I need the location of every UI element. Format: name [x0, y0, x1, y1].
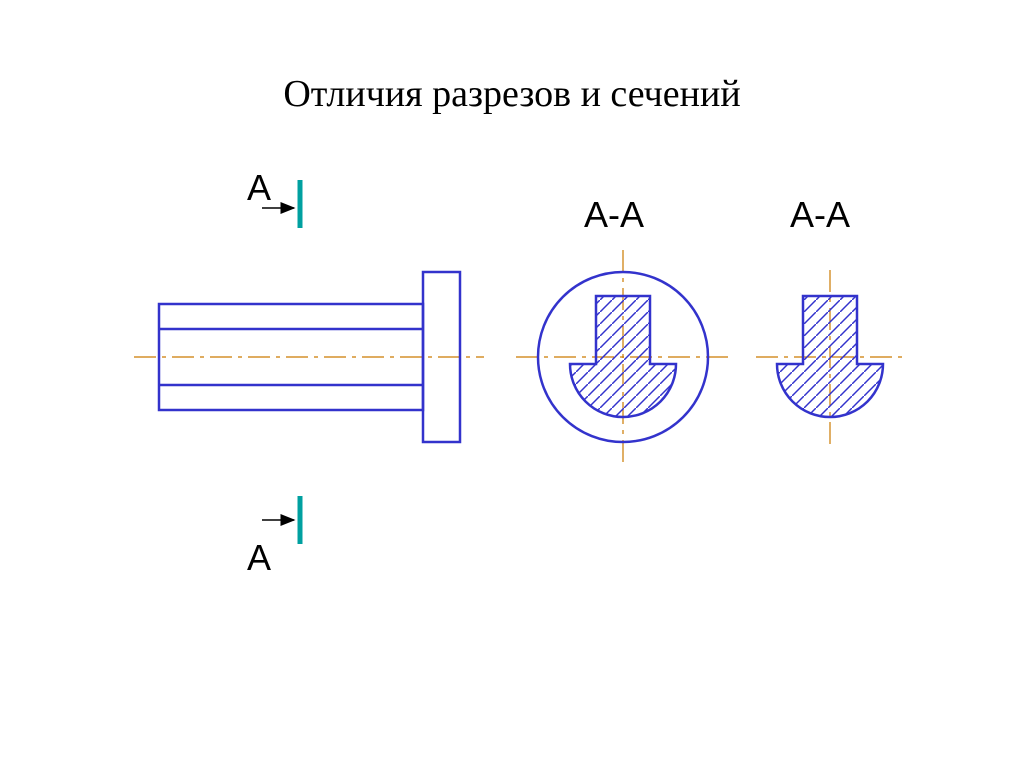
technical-drawing	[0, 0, 1024, 767]
side-view	[134, 272, 484, 442]
section-view	[756, 270, 904, 444]
cut-view	[516, 250, 730, 464]
section-marks	[262, 180, 300, 544]
